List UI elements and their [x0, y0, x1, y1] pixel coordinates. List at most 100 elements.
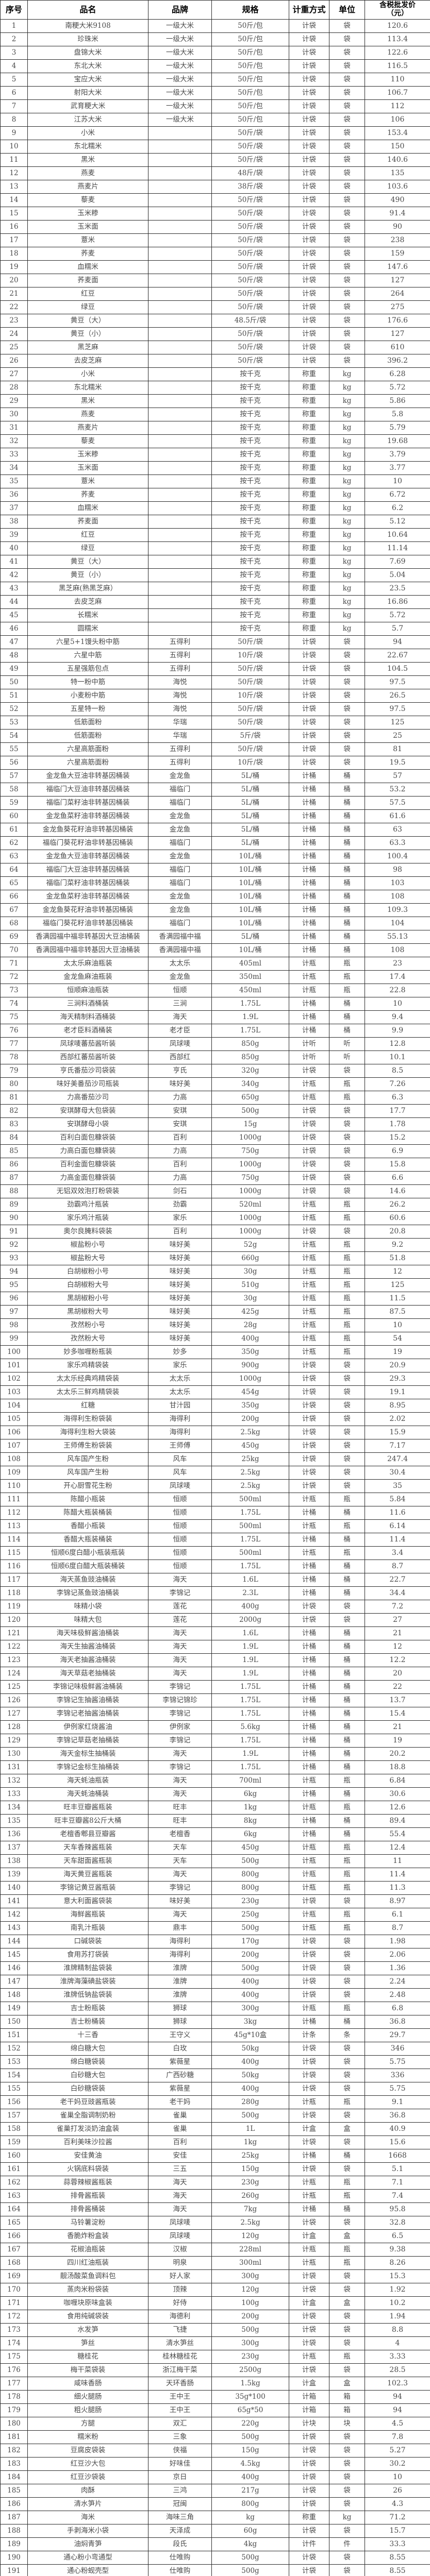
- cell-name: 安佳黄油: [27, 2149, 148, 2163]
- cell-name: 金龙鱼麻油瓶装: [27, 970, 148, 984]
- cell-brand: [148, 300, 212, 314]
- cell-name: 海天黄豆酱瓶装: [27, 1868, 148, 1882]
- table-row: 142 海鲜酱瓶装 海天 250g 计瓶瓶 6.1: [0, 1908, 430, 1922]
- cell-weigh_method: 计袋: [289, 314, 329, 328]
- cell-price: 6.3: [365, 1091, 430, 1105]
- cell-name: 肉酥: [27, 2484, 148, 2498]
- cell-brand: [148, 474, 212, 488]
- cell-price: 15.9: [365, 1426, 430, 1439]
- cell-unit: 袋: [329, 126, 365, 140]
- cell-unit: 桶: [329, 823, 365, 837]
- cell-name: 燕麦片: [27, 421, 148, 435]
- cell-brand: 顶辣: [148, 2283, 212, 2297]
- table-row: 123 海天老抽酱油桶装 海天 1.9L 计桶桶 12.2: [0, 1653, 430, 1667]
- cell-weigh_method: 计袋: [289, 1399, 329, 1413]
- cell-weigh_method: 计箱: [289, 2403, 329, 2417]
- cell-spec: 1.75L: [211, 1560, 289, 1573]
- cell-index: 8: [0, 113, 28, 127]
- cell-brand: 福临门: [148, 917, 212, 930]
- cell-index: 77: [0, 1037, 28, 1051]
- cell-weigh_method: 计袋: [289, 32, 329, 46]
- cell-name: 通心粉蚬壳型: [27, 2564, 148, 2576]
- cell-brand: 五得利: [148, 649, 212, 663]
- cell-name: 老檀香郫县豆瓣酱: [27, 1827, 148, 1841]
- cell-name: 太太乐麻油瓶装: [27, 957, 148, 971]
- table-row: 154 白砂糖大包 广西砂糖 50kg 计袋袋 336: [0, 2069, 430, 2082]
- table-row: 166 香脆炸粉盒装 凤球唛 120g 计盒盒 6.5: [0, 2229, 430, 2243]
- cell-weigh_method: 计袋: [289, 233, 329, 247]
- cell-price: 5.7: [365, 622, 430, 636]
- cell-price: 15.4: [365, 1707, 430, 1721]
- cell-name: 血糯米: [27, 501, 148, 515]
- cell-name: 六星高筋面粉: [27, 756, 148, 770]
- cell-weigh_method: 计条: [289, 2028, 329, 2042]
- cell-spec: 1L: [211, 2122, 289, 2136]
- cell-unit: 瓶: [329, 1774, 365, 1788]
- cell-index: 159: [0, 2136, 28, 2149]
- cell-price: 9.4: [365, 1010, 430, 1024]
- cell-spec: 400g: [211, 1600, 289, 1614]
- table-row: 5 宝应大米 一级大米 50斤/包 计袋袋 110: [0, 73, 430, 87]
- cell-unit: 瓶: [329, 1251, 365, 1265]
- cell-spec: 10L/桶: [211, 863, 289, 877]
- cell-brand: 太太乐: [148, 957, 212, 971]
- cell-name: 玉米面: [27, 220, 148, 234]
- table-row: 109 风车国产生粉 风车 2.5kg 计袋袋 30.4: [0, 1466, 430, 1480]
- cell-brand: 海天: [148, 1667, 212, 1681]
- cell-spec: 按千克: [211, 421, 289, 435]
- cell-spec: 50斤/袋: [211, 126, 289, 140]
- cell-spec: 170g: [211, 1935, 289, 1948]
- table-row: 25 黑芝麻 50斤/袋 计袋袋 610: [0, 341, 430, 354]
- cell-brand: 家乐: [148, 1211, 212, 1225]
- cell-index: 80: [0, 1077, 28, 1091]
- table-row: 117 海天蒸鱼豉油桶装 海天 1.6L 计桶桶 22.7: [0, 1573, 430, 1587]
- cell-brand: 一级大米: [148, 86, 212, 100]
- cell-unit: 盒: [329, 2296, 365, 2310]
- cell-spec: 50斤/包: [211, 99, 289, 113]
- cell-weigh_method: 计盒: [289, 2229, 329, 2243]
- cell-price: 109.3: [365, 903, 430, 917]
- cell-brand: [148, 448, 212, 462]
- cell-name: 绿豆: [27, 300, 148, 314]
- cell-name: 金龙鱼大豆油非转基因桶装: [27, 850, 148, 863]
- table-row: 59 福临门菜籽油非转基因桶装 福临门 5L/桶 计桶桶 57.5: [0, 796, 430, 810]
- cell-spec: 350g: [211, 1399, 289, 1413]
- cell-weigh_method: 计袋: [289, 2363, 329, 2377]
- cell-unit: 桶: [329, 2015, 365, 2029]
- cell-brand: 王守义: [148, 2028, 212, 2042]
- cell-price: 60.6: [365, 1211, 430, 1225]
- cell-index: 40: [0, 541, 28, 555]
- cell-unit: 瓶: [329, 1854, 365, 1868]
- cell-index: 44: [0, 595, 28, 609]
- cell-unit: 桶: [329, 943, 365, 957]
- cell-index: 60: [0, 809, 28, 823]
- cell-unit: kg: [329, 608, 365, 622]
- cell-weigh_method: 称重: [289, 2511, 329, 2524]
- cell-name: 豆腐皮袋装: [27, 2444, 148, 2458]
- table-row: 130 海天金标生抽桶装 海天 1.9L 计桶桶 20.2: [0, 1747, 430, 1761]
- cell-index: 46: [0, 622, 28, 636]
- cell-weigh_method: 计桶: [289, 1734, 329, 1748]
- table-row: 55 六星高筋面粉 五得利 50斤/袋 计袋袋 81: [0, 742, 430, 756]
- cell-weigh_method: 计袋: [289, 2457, 329, 2471]
- cell-name: 黑米: [27, 394, 148, 408]
- cell-spec: 按千克: [211, 541, 289, 555]
- cell-index: 127: [0, 1707, 28, 1721]
- cell-brand: 味好美: [148, 1077, 212, 1091]
- cell-spec: 按千克: [211, 381, 289, 395]
- table-row: 133 海天蚝油桶装 海天 6kg 计桶桶 30.6: [0, 1787, 430, 1801]
- cell-index: 89: [0, 1198, 28, 1212]
- cell-index: 50: [0, 675, 28, 689]
- cell-name: 雀巢全脂调制奶粉: [27, 2109, 148, 2123]
- cell-brand: [148, 582, 212, 596]
- cell-index: 162: [0, 2176, 28, 2190]
- cell-unit: 袋: [329, 1948, 365, 1962]
- cell-spec: 1000g: [211, 1372, 289, 1386]
- cell-unit: 袋: [329, 2082, 365, 2096]
- cell-price: 2.24: [365, 1975, 430, 1989]
- cell-index: 20: [0, 274, 28, 287]
- cell-weigh_method: 计袋: [289, 756, 329, 770]
- cell-index: 146: [0, 1961, 28, 1975]
- cell-weigh_method: 计袋: [289, 140, 329, 154]
- cell-unit: 桶: [329, 1653, 365, 1667]
